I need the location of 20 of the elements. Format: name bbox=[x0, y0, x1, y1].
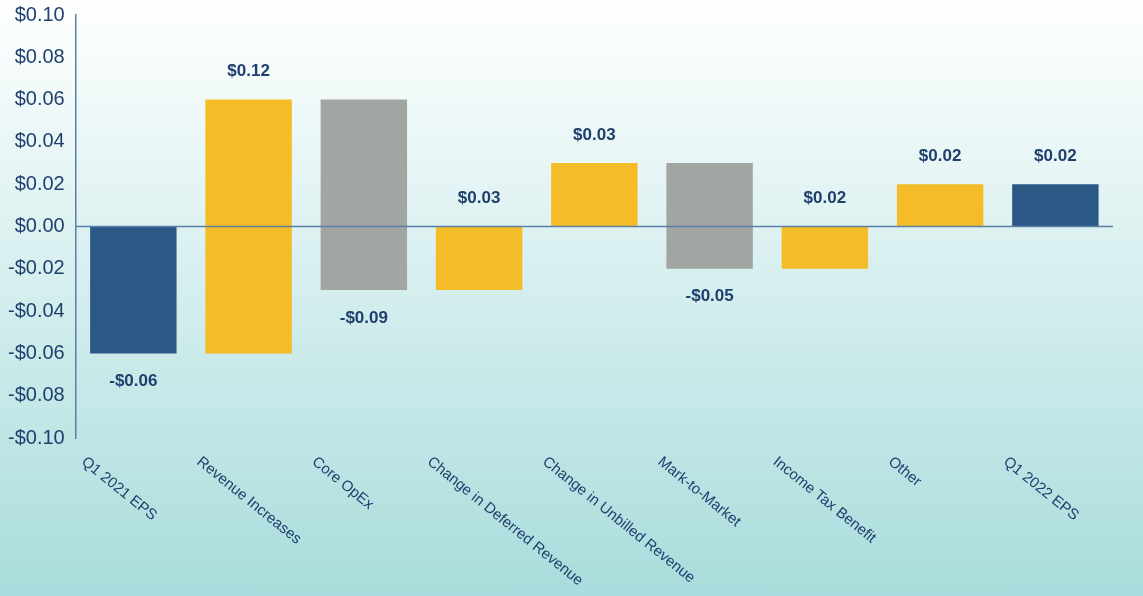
data-label: $0.03 bbox=[573, 124, 616, 144]
y-tick-label: $0.04 bbox=[14, 129, 65, 152]
y-tick-label: -$0.06 bbox=[7, 340, 65, 363]
y-tick-label: $0.10 bbox=[14, 2, 65, 25]
y-tick-label: $0.02 bbox=[14, 171, 65, 194]
y-tick-label: -$0.04 bbox=[7, 298, 65, 321]
y-tick-label: -$0.08 bbox=[7, 383, 65, 406]
y-tick-label: -$0.10 bbox=[7, 425, 65, 448]
data-label: $0.02 bbox=[803, 188, 847, 208]
data-label: -$0.05 bbox=[685, 286, 734, 306]
y-tick-label: $0.00 bbox=[14, 214, 65, 237]
y-tick-label: -$0.02 bbox=[7, 256, 65, 279]
y-tick-label: $0.06 bbox=[14, 87, 65, 110]
data-label: $0.03 bbox=[457, 188, 501, 208]
data-label: -$0.06 bbox=[109, 371, 158, 391]
y-tick-label: $0.08 bbox=[14, 44, 65, 67]
data-label: $0.02 bbox=[918, 145, 962, 165]
data-label: $0.12 bbox=[227, 61, 270, 81]
data-label: $0.02 bbox=[1034, 145, 1077, 165]
data-label: -$0.09 bbox=[339, 307, 388, 327]
